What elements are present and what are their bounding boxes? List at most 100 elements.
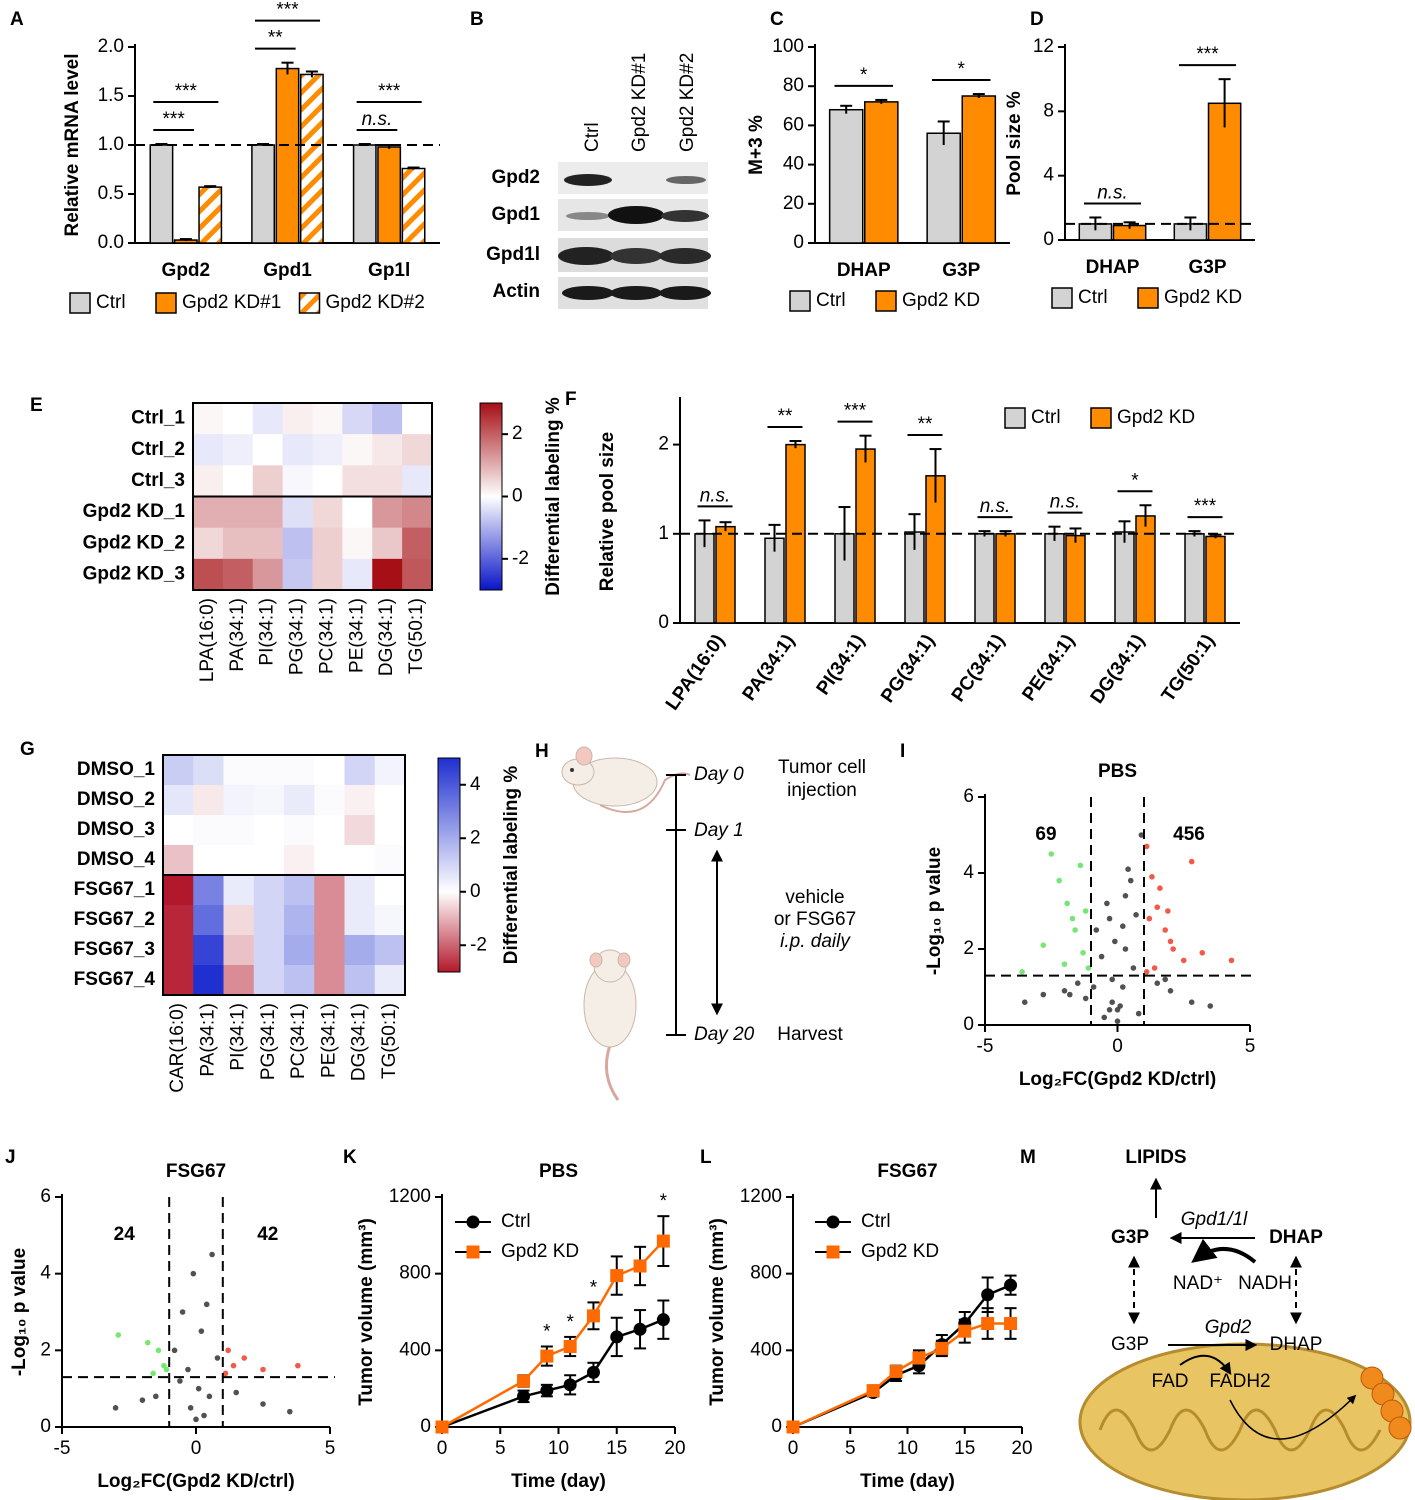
marker [633,1259,647,1273]
x-tick-label: 20 [1011,1438,1032,1459]
point [1122,893,1129,899]
legend-swatch [875,290,897,312]
marker [912,1351,926,1365]
y-axis-label: Relative pool size [597,432,618,591]
heatmap-cell [314,755,345,786]
point [163,1366,170,1373]
y-tick-label: 4 [1043,165,1054,186]
heatmap-cell [193,845,224,876]
panel-letter: E [30,395,43,416]
marker [517,1389,531,1403]
y-axis-label: Tumor volume (mm³) [707,1218,728,1406]
y-axis-label: -Log₁₀ p value [924,847,945,975]
colorbar [437,757,461,973]
heatmap-cell [314,905,345,936]
legend-label: Ctrl [96,292,126,313]
x-tick-label: 15 [606,1438,627,1459]
bar [995,533,1016,624]
point [1228,957,1235,964]
heatmap-cell [284,845,315,876]
point [222,1370,229,1377]
y-tick-label: 1.0 [98,134,124,155]
y-tick-label: 400 [750,1339,782,1360]
heatmap-cell [193,465,224,497]
significance-label: *** [1196,44,1219,65]
y-tick-label: 2.0 [98,36,124,57]
point [1114,1007,1121,1013]
point [193,1416,199,1423]
point [1143,969,1150,975]
y-tick-label: 0 [40,1416,51,1437]
lane-label: Gpd2 KD#2 [677,53,698,152]
row-label: FSG67_1 [74,879,156,900]
bar [149,144,174,244]
x-tick-label: Gp1l [368,260,410,281]
point [1133,912,1139,918]
heatmap-cell [193,965,224,996]
significance-label: * [1131,470,1139,491]
heatmap-cell [163,965,194,996]
column-label: TG(50:1) [379,1003,400,1079]
point [1151,965,1158,971]
band [659,286,711,300]
marker [981,1317,995,1330]
count-label: 456 [1173,824,1205,845]
timeline-day: Day 20 [694,1024,755,1045]
heatmap-cell [284,935,315,966]
point [1180,957,1187,964]
series-line [792,1284,1012,1429]
marker [517,1374,531,1388]
y-tick-label: 12 [1033,36,1054,57]
point [1167,988,1174,994]
y-tick-label: 0 [420,1416,431,1437]
bar [828,108,864,244]
heatmap-cell [253,815,285,846]
heatmap-cell [223,935,255,966]
heatmap-cell [372,434,403,466]
x-tick-label: PG(34:1) [877,631,939,707]
y-tick-label: 2 [40,1339,51,1360]
point [1170,946,1176,952]
marker [958,1324,972,1338]
heatmap-cell [284,875,315,906]
significance-label: * [566,1312,574,1333]
bar [974,533,995,624]
bar [198,186,223,244]
heatmap-cell [163,905,194,936]
band [558,247,614,265]
point [1093,927,1100,933]
y-tick-label: 100 [772,36,804,57]
heatmap-cell [344,815,376,846]
timeline-label: Tumor cell [778,757,866,778]
x-tick-label: -5 [977,1036,994,1057]
heatmap-cell [252,434,284,466]
y-tick-label: 1200 [740,1186,782,1207]
row-label: DMSO_4 [77,849,156,870]
y-tick-label: 6 [40,1186,51,1207]
panel-letter: M [1020,1147,1036,1168]
heatmap-cell [252,558,284,591]
metabolite: G3P [1111,1227,1149,1248]
point [1165,908,1171,914]
point [1135,1010,1142,1017]
legend-label: Gpd2 KD [1117,407,1195,428]
heatmap-cell [402,403,433,435]
y-tick-label: 60 [783,114,804,135]
heatmap-cell [374,965,406,996]
point [177,1378,183,1384]
legend-label: Ctrl [1078,287,1108,308]
colorbar-tick-label: -2 [512,548,529,569]
heatmap-cell [374,845,406,876]
marker [435,1420,449,1434]
row-label: DMSO_2 [77,789,155,810]
point [1104,900,1110,907]
significance-label: *** [175,81,198,102]
heatmap-cell [193,434,224,466]
pathway-panel: M LIPIDS G3P DHAP Gpd1/1l NAD⁺ NADH G3P … [1020,1147,1412,1500]
marker [586,1309,600,1323]
heatmap-cell [282,527,313,560]
panel-letter: I [900,741,905,762]
point [187,1405,194,1411]
legend-label: Ctrl [861,1211,891,1232]
heatmap-cell [223,815,255,846]
